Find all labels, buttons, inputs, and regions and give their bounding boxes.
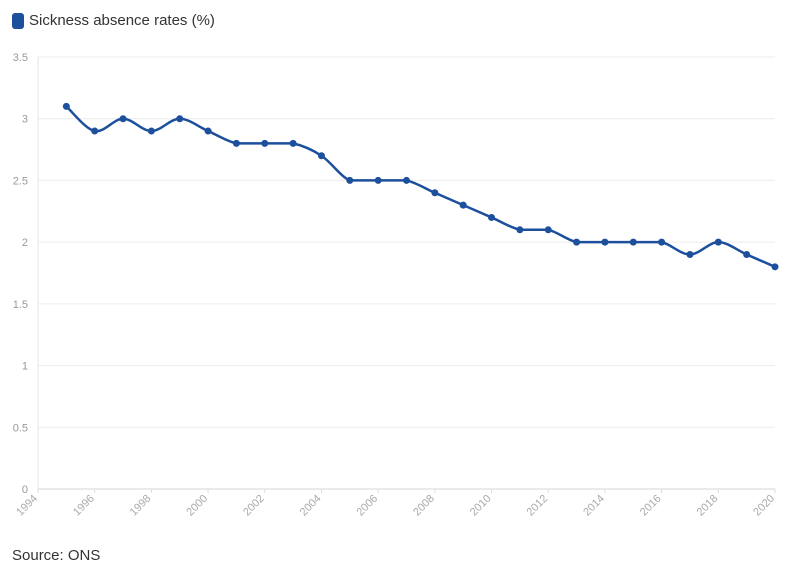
y-tick-label: 1 (22, 361, 28, 373)
x-tick-label: 2020 (751, 493, 777, 519)
data-point[interactable] (62, 102, 70, 110)
data-point[interactable] (629, 238, 637, 246)
data-point[interactable] (714, 238, 722, 246)
series-group (62, 102, 779, 271)
y-tick-label: 2 (22, 237, 28, 249)
data-point[interactable] (488, 213, 496, 221)
y-tick-label: 0 (22, 484, 28, 496)
y-axis: 0 0.5 1 1.5 2 2.5 3 3.5 (13, 52, 28, 496)
series-line (65, 105, 777, 269)
legend-label: Sickness absence rates (%) (29, 12, 215, 29)
x-tick-label: 2018 (695, 493, 721, 519)
x-tick-label: 2012 (525, 493, 551, 519)
x-axis: 1994 1996 1998 2000 2002 2004 2006 2008 2010 2012… (14, 489, 777, 518)
data-point[interactable] (317, 152, 325, 160)
data-point[interactable] (204, 127, 212, 135)
data-point[interactable] (289, 139, 297, 147)
data-point[interactable] (346, 176, 354, 184)
x-tick-label: 2016 (638, 493, 664, 519)
x-tick-label: 1998 (128, 493, 154, 519)
data-point[interactable] (743, 250, 751, 258)
data-point[interactable] (601, 238, 609, 246)
data-point[interactable] (176, 115, 184, 123)
y-tick-label: 1.5 (13, 299, 28, 311)
data-point[interactable] (431, 189, 439, 197)
y-tick-label: 3 (22, 114, 28, 126)
grid (37, 56, 775, 490)
data-point[interactable] (374, 176, 382, 184)
data-point[interactable] (516, 226, 524, 234)
data-point[interactable] (119, 115, 127, 123)
data-point[interactable] (573, 238, 581, 246)
x-tick-label: 1994 (14, 493, 40, 519)
x-tick-label: 2002 (241, 493, 267, 519)
x-tick-label: 1996 (71, 493, 97, 519)
x-tick-label: 2008 (411, 493, 437, 519)
y-tick-label: 2.5 (13, 175, 28, 187)
data-point[interactable] (91, 127, 99, 135)
y-tick-label: 3.5 (13, 52, 28, 64)
legend[interactable]: Sickness absence rates (%) (12, 12, 215, 29)
data-point[interactable] (403, 176, 410, 184)
y-tick-label: 0.5 (13, 422, 28, 434)
x-tick-label: 2004 (298, 493, 324, 519)
legend-swatch (12, 12, 24, 29)
data-point[interactable] (686, 250, 694, 258)
data-point[interactable] (147, 127, 155, 135)
x-tick-label: 2010 (468, 493, 494, 519)
x-tick-label: 2006 (354, 493, 380, 519)
data-point[interactable] (261, 139, 269, 147)
data-point[interactable] (459, 201, 467, 209)
source-note: Source: ONS (12, 547, 101, 564)
data-point[interactable] (232, 139, 240, 147)
data-point[interactable] (658, 238, 666, 246)
x-tick-label: 2014 (581, 493, 607, 519)
data-point[interactable] (771, 263, 779, 271)
x-tick-label: 2000 (184, 493, 210, 519)
data-point[interactable] (544, 226, 552, 234)
